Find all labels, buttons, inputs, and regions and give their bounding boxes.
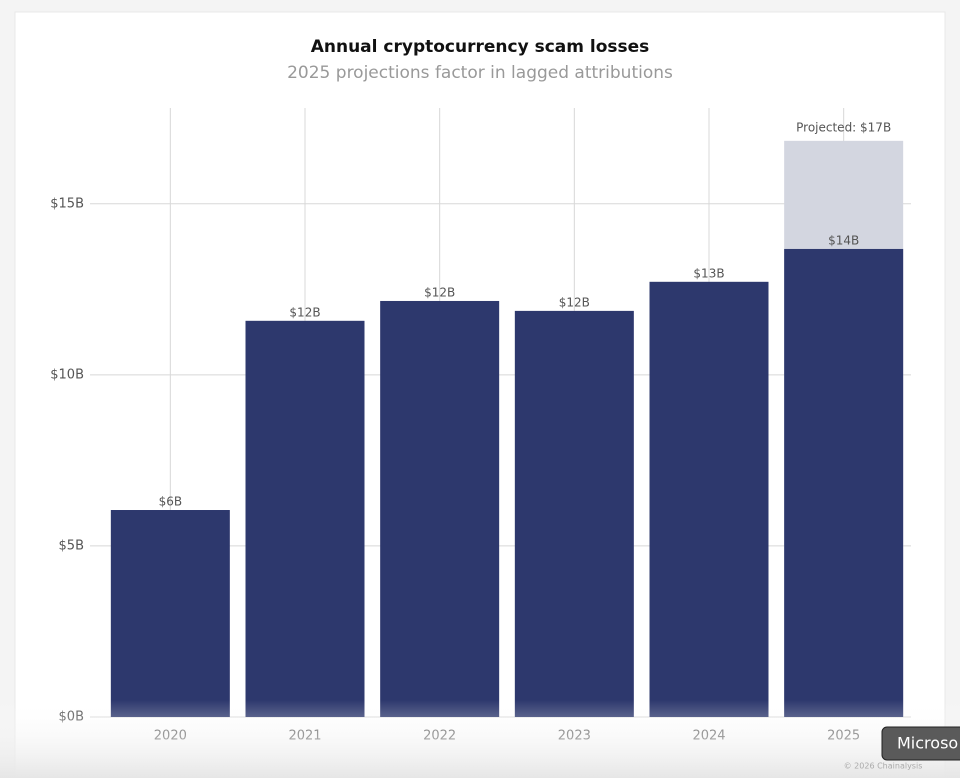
- value-label: $12B: [559, 295, 590, 309]
- tooltip-text: Microso: [897, 734, 958, 753]
- bottom-fade: [0, 700, 960, 778]
- y-tick-label: $10B: [50, 367, 84, 382]
- projected-label: Projected: $17B: [796, 120, 891, 134]
- value-label: $12B: [289, 305, 320, 319]
- chart-title: Annual cryptocurrency scam losses: [311, 37, 650, 57]
- bar: [380, 300, 500, 717]
- value-label: $12B: [424, 285, 455, 299]
- y-tick-label: $5B: [59, 538, 84, 553]
- chart-subtitle: 2025 projections factor in lagged attrib…: [287, 63, 673, 83]
- bar: [110, 510, 230, 717]
- bar: [514, 310, 634, 717]
- value-label: $6B: [159, 495, 183, 509]
- value-label: $14B: [828, 233, 859, 247]
- value-label: $13B: [693, 266, 724, 280]
- bar: [784, 248, 904, 718]
- tooltip-box: [881, 726, 960, 761]
- bar: [649, 281, 769, 717]
- y-tick-label: $15B: [50, 196, 84, 211]
- credit: © 2026 Chainalysis: [844, 762, 923, 771]
- bar: [245, 320, 365, 717]
